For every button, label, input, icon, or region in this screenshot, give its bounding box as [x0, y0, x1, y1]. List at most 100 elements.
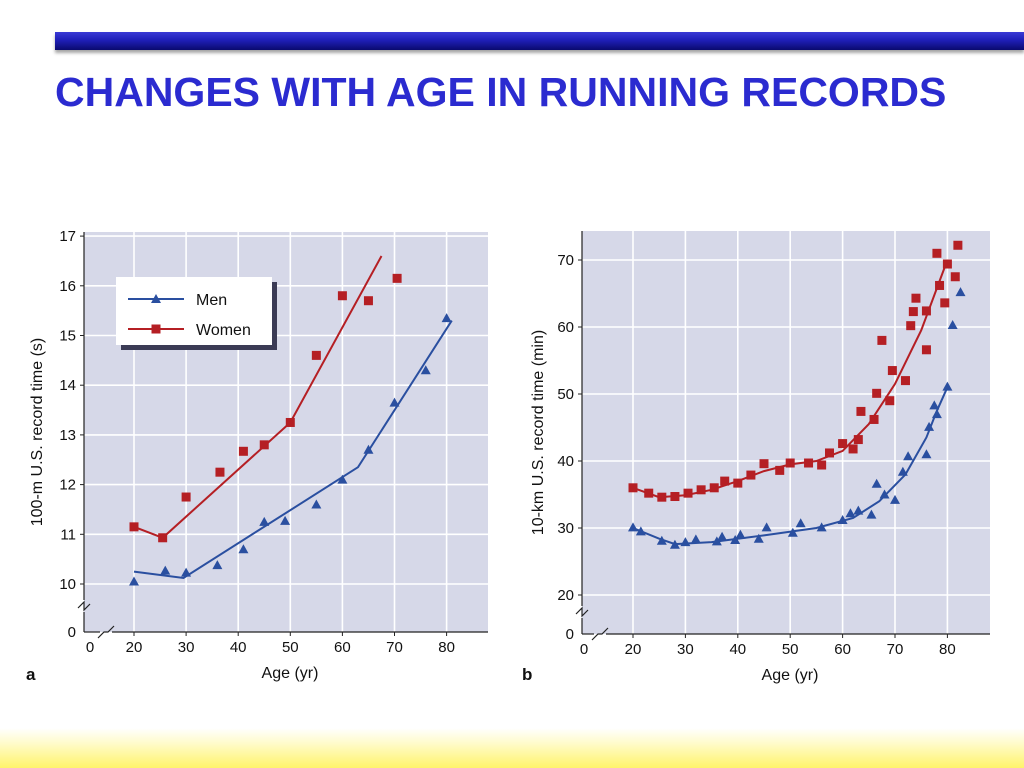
data-point-square: [696, 485, 706, 495]
data-point-triangle: [761, 522, 772, 532]
legend-marker-triangle: [151, 294, 161, 303]
data-point-triangle: [212, 560, 223, 570]
data-point-square: [950, 272, 960, 282]
x-tick-label: 20: [126, 639, 143, 656]
x-axis-break: [591, 627, 609, 641]
data-point-triangle: [441, 313, 452, 323]
series-men: [628, 287, 966, 549]
data-point-square: [683, 488, 693, 498]
data-point-square: [746, 470, 756, 480]
data-point-triangle: [921, 449, 932, 459]
series-fit-line: [133, 320, 453, 580]
data-point-square: [363, 296, 373, 306]
data-point-square: [900, 376, 910, 386]
data-point-triangle: [711, 536, 722, 546]
data-point-triangle: [389, 397, 400, 407]
data-point-triangle: [420, 365, 431, 375]
data-point-square: [392, 273, 402, 283]
data-point-square: [804, 458, 814, 468]
data-point-triangle: [853, 505, 864, 515]
y-tick-label: 60: [557, 319, 574, 336]
chart-panel-a: 10 11 12 13 14 15 16 17 00 20 30 40 50 60 70 80 Age (yr)…: [26, 228, 488, 684]
legend: Men Women: [116, 277, 277, 350]
x-tick-label: 80: [438, 639, 455, 656]
data-point-triangle: [879, 489, 890, 499]
data-point-triangle: [924, 421, 935, 431]
data-point-square: [921, 345, 931, 355]
data-point-triangle: [238, 544, 249, 554]
data-point-triangle: [680, 537, 691, 547]
data-point-triangle: [787, 527, 798, 537]
x-tick-label: 40: [729, 641, 746, 658]
data-point-triangle: [931, 409, 942, 419]
data-point-triangle: [866, 509, 877, 519]
x-tick-label: 50: [782, 641, 799, 658]
data-point-triangle: [929, 400, 940, 410]
data-point-square: [670, 492, 680, 502]
data-point-triangle: [363, 444, 374, 454]
data-point-triangle: [730, 535, 741, 545]
data-point-square: [285, 417, 295, 427]
x-zero-label: 0: [580, 641, 588, 658]
data-point-square: [953, 240, 963, 250]
data-point-square: [158, 533, 168, 543]
data-point-triangle: [845, 508, 856, 518]
data-point-triangle: [903, 451, 914, 461]
slide-title: CHANGES WITH AGE IN RUNNING RECORDS: [55, 69, 947, 115]
data-point-square: [733, 478, 743, 488]
data-point-triangle: [311, 499, 322, 509]
legend-label: Men: [196, 292, 227, 309]
x-axis-label: Age (yr): [262, 665, 319, 682]
data-point-square: [942, 259, 952, 269]
x-tick-label: 40: [230, 639, 247, 656]
y-axis-label: 10-km U.S. record time (min): [530, 330, 547, 535]
data-point-square: [129, 522, 139, 532]
series-men: [129, 313, 453, 586]
series-women: [628, 240, 963, 502]
data-point-triangle: [897, 466, 908, 476]
x-tick-label: 30: [677, 641, 694, 658]
y-tick-label: 12: [59, 477, 76, 494]
data-point-triangle: [337, 474, 348, 484]
data-point-triangle: [942, 381, 953, 391]
data-point-square: [853, 435, 863, 445]
data-point-square: [911, 293, 921, 303]
data-point-square: [759, 459, 769, 469]
x-zero-label: 0: [86, 639, 94, 656]
data-point-square: [215, 467, 225, 477]
y-tick-label: 50: [557, 386, 574, 403]
x-axis-label: Age (yr): [762, 667, 819, 684]
data-point-triangle: [816, 522, 827, 532]
data-point-triangle: [955, 287, 966, 297]
data-point-triangle: [837, 514, 848, 524]
data-point-square: [181, 492, 191, 502]
data-point-square: [657, 492, 667, 502]
data-point-triangle: [656, 535, 667, 545]
data-point-triangle: [669, 539, 680, 549]
data-point-square: [825, 448, 834, 458]
data-point-square: [856, 406, 866, 416]
series-women: [129, 255, 402, 543]
y-tick-label: 13: [59, 427, 76, 444]
data-point-square: [940, 298, 950, 308]
data-point-square: [887, 366, 897, 376]
data-point-triangle: [280, 515, 291, 525]
y-tick-label: 14: [59, 377, 76, 394]
series-fit-line: [632, 386, 949, 546]
x-tick-label: 50: [282, 639, 299, 656]
data-point-square: [906, 321, 916, 331]
data-point-square: [337, 291, 347, 301]
x-tick-label: 60: [334, 639, 351, 656]
data-point-square: [908, 307, 918, 317]
data-point-square: [720, 476, 730, 486]
data-point-square: [877, 335, 887, 345]
data-point-triangle: [890, 494, 900, 504]
y-axis-break: [77, 600, 91, 612]
data-point-square: [872, 388, 882, 398]
x-tick-label: 60: [834, 641, 851, 658]
y-tick-label: 10: [59, 576, 76, 593]
y-tick-label: 30: [557, 520, 574, 537]
data-point-square: [921, 306, 931, 316]
y-tick-label: 70: [557, 252, 574, 269]
data-point-triangle: [635, 526, 646, 536]
